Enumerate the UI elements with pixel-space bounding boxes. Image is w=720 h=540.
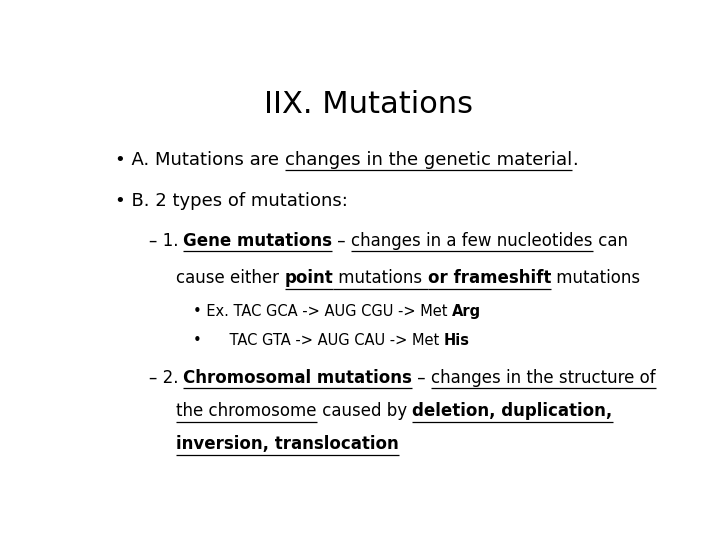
Text: inversion, translocation: inversion, translocation [176,435,399,454]
Text: His: His [444,334,470,348]
Text: • B. 2 types of mutations:: • B. 2 types of mutations: [115,192,348,210]
Text: deletion, duplication,: deletion, duplication, [413,402,613,420]
Text: –: – [413,369,431,387]
Text: or frameshift: or frameshift [428,269,552,287]
Text: Arg: Arg [452,305,482,319]
Text: caused by: caused by [317,402,413,420]
Text: changes in a few nucleotides: changes in a few nucleotides [351,232,593,249]
Text: – 2.: – 2. [148,369,184,387]
Text: – 1.: – 1. [148,232,184,249]
Text: changes in the structure of: changes in the structure of [431,369,656,387]
Text: .: . [572,151,578,168]
Text: changes in the genetic material: changes in the genetic material [285,151,572,168]
Text: Chromosomal mutations: Chromosomal mutations [184,369,413,387]
Text: can: can [593,232,628,249]
Text: •      TAC GTA -> AUG CAU -> Met: • TAC GTA -> AUG CAU -> Met [193,334,444,348]
Text: point: point [284,269,333,287]
Text: cause either: cause either [176,269,284,287]
Text: mutations: mutations [333,269,428,287]
Text: IIX. Mutations: IIX. Mutations [264,90,474,119]
Text: the chromosome: the chromosome [176,402,317,420]
Text: • A. Mutations are: • A. Mutations are [115,151,285,168]
Text: –: – [333,232,351,249]
Text: mutations: mutations [552,269,640,287]
Text: • Ex. TAC GCA -> AUG CGU -> Met: • Ex. TAC GCA -> AUG CGU -> Met [193,305,452,319]
Text: Gene mutations: Gene mutations [184,232,333,249]
